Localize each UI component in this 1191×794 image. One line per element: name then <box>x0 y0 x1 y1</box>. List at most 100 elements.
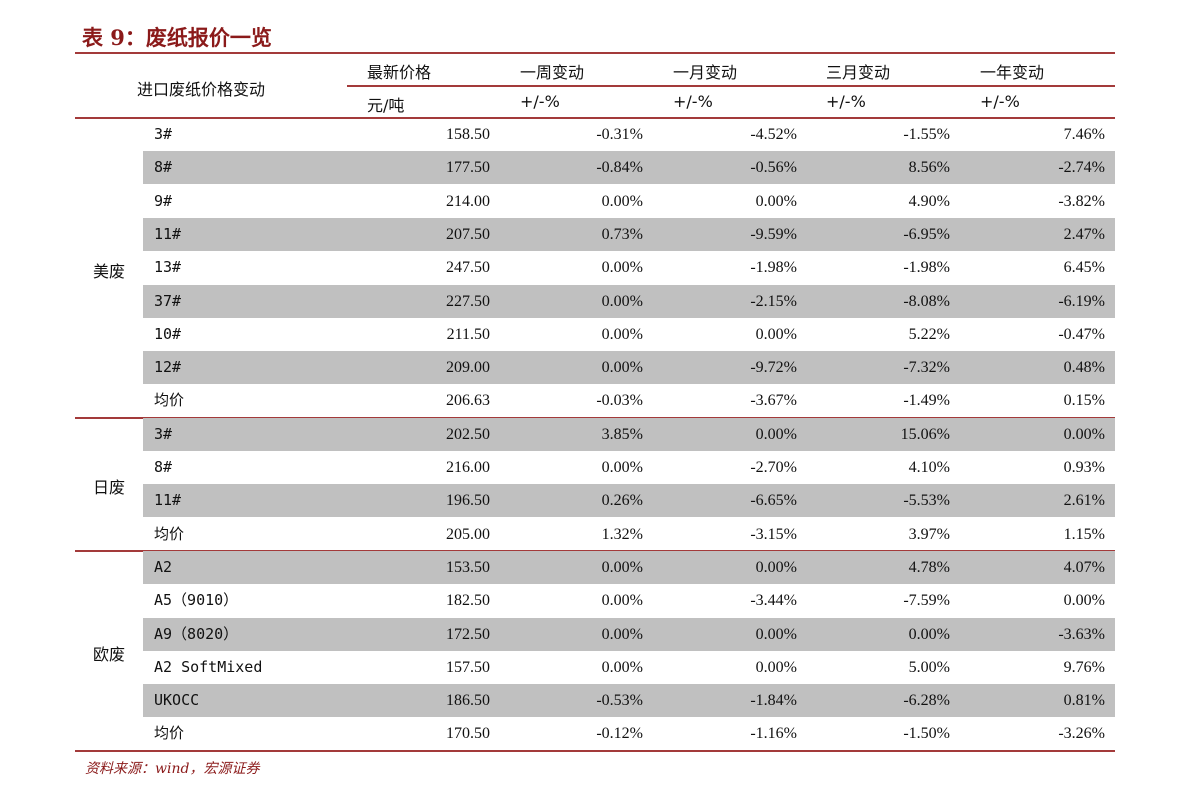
year-change: -6.19% <box>1058 292 1105 310</box>
grade-name: A2 <box>154 557 173 576</box>
week-change: 1.32% <box>601 525 643 543</box>
year-change: -2.74% <box>1058 159 1105 177</box>
quarter-change: 4.78% <box>908 558 950 576</box>
grade-name: 3# <box>154 424 173 443</box>
grade-name: 12# <box>154 358 182 377</box>
column-header: 一周变动 <box>520 63 585 82</box>
column-unit: 元/吨 <box>367 96 405 115</box>
week-change: -0.12% <box>596 725 643 743</box>
latest-price: 216.00 <box>446 459 490 476</box>
quarter-change: 5.22% <box>908 325 950 343</box>
month-change: -3.44% <box>750 592 797 610</box>
grade-name: 8# <box>154 158 173 177</box>
month-change: -1.98% <box>750 259 797 277</box>
source-note: 资料来源：wind，宏源证券 <box>85 761 260 777</box>
latest-price: 211.50 <box>446 325 490 343</box>
latest-price: 227.50 <box>446 292 490 310</box>
latest-price: 209.00 <box>446 359 490 377</box>
grade-name: 均价 <box>154 724 185 743</box>
table-row: A9（8020） 172.50 0.00% 0.00% 0.00% -3.63% <box>143 617 1115 651</box>
week-change: 0.00% <box>601 625 643 643</box>
month-change: 0.00% <box>755 625 797 643</box>
year-change: 0.48% <box>1063 359 1105 377</box>
quarter-change: -1.49% <box>903 392 950 410</box>
grade-name: 3# <box>154 125 173 143</box>
quarter-change: -6.28% <box>903 692 950 710</box>
quarter-change: 5.00% <box>908 658 950 676</box>
month-change: -1.16% <box>750 725 797 743</box>
year-change: -3.26% <box>1058 725 1105 743</box>
month-change: -3.15% <box>750 525 797 543</box>
column-unit: +/-% <box>826 92 866 111</box>
column-unit: +/-% <box>520 92 560 111</box>
week-change: 3.85% <box>601 425 643 443</box>
week-change: -0.53% <box>596 692 643 710</box>
table-row: A2 SoftMixed 157.50 0.00% 0.00% 5.00% 9.76% <box>143 651 1115 684</box>
week-change: 0.00% <box>601 292 643 310</box>
month-change: -3.67% <box>750 392 797 410</box>
table-row: A2 153.50 0.00% 0.00% 4.78% 4.07% <box>143 550 1115 584</box>
year-change: -3.82% <box>1058 192 1105 210</box>
latest-price: 207.50 <box>446 225 490 243</box>
week-change: 0.00% <box>601 325 643 343</box>
month-change: 0.00% <box>755 658 797 676</box>
table-row: 13# 247.50 0.00% -1.98% -1.98% 6.45% <box>143 251 1115 284</box>
month-change: 0.00% <box>755 558 797 576</box>
quarter-change: -1.55% <box>903 126 950 143</box>
group-label: 欧废 <box>92 644 125 664</box>
month-change: 0.00% <box>755 425 797 443</box>
quarter-change: 0.00% <box>908 625 950 643</box>
latest-price: 202.50 <box>446 425 490 443</box>
year-change: 9.76% <box>1063 658 1105 676</box>
group-label: 日废 <box>92 478 125 498</box>
year-change: 1.15% <box>1063 525 1105 543</box>
grade-name: A5（9010） <box>154 591 239 610</box>
quarter-change: 3.97% <box>908 525 950 543</box>
table-row: 11# 207.50 0.73% -9.59% -6.95% 2.47% <box>143 217 1115 251</box>
year-change: 0.15% <box>1063 392 1105 410</box>
month-change: -4.52% <box>750 126 797 143</box>
grade-name: A2 SoftMixed <box>154 657 263 676</box>
row-header-label: 进口废纸价格变动 <box>137 80 266 99</box>
week-change: 0.00% <box>601 459 643 476</box>
quarter-change: 4.90% <box>908 192 950 210</box>
month-change: -2.70% <box>750 459 797 476</box>
month-change: -2.15% <box>750 292 797 310</box>
year-change: 0.81% <box>1063 692 1105 710</box>
group-rule <box>75 749 1115 752</box>
week-change: 0.00% <box>601 558 643 576</box>
quarter-change: -8.08% <box>903 292 950 310</box>
latest-price: 247.50 <box>446 259 490 277</box>
quarter-change: -6.95% <box>903 225 950 243</box>
grade-name: A9（8020） <box>154 624 239 643</box>
table-row: 10# 211.50 0.00% 0.00% 5.22% -0.47% <box>143 318 1115 351</box>
header-bottom-rule <box>75 117 1115 119</box>
table-row: 3# 158.50 -0.31% -4.52% -1.55% 7.46% <box>143 118 1115 151</box>
latest-price: 158.50 <box>446 126 490 143</box>
week-change: 0.00% <box>601 592 643 610</box>
week-change: 0.00% <box>601 259 643 277</box>
table-row: 均价 205.00 1.32% -3.15% 3.97% 1.15% <box>143 518 1115 551</box>
table-row: 3# 202.50 3.85% 0.00% 15.06% 0.00% <box>143 417 1115 451</box>
table-row: 11# 196.50 0.26% -6.65% -5.53% 2.61% <box>143 484 1115 518</box>
quarter-change: -5.53% <box>903 492 950 510</box>
month-change: -1.84% <box>750 692 797 710</box>
latest-price: 205.00 <box>446 525 490 543</box>
week-change: 0.73% <box>601 225 643 243</box>
year-change: 0.93% <box>1063 459 1105 476</box>
quarter-change: -7.32% <box>903 359 950 377</box>
group-label: 美废 <box>92 261 125 281</box>
year-change: 4.07% <box>1063 558 1105 576</box>
column-header: 三月变动 <box>826 63 891 82</box>
grade-name: UKOCC <box>154 691 200 710</box>
year-change: 6.45% <box>1063 259 1105 277</box>
latest-price: 186.50 <box>446 692 490 710</box>
grade-name: 10# <box>154 324 182 343</box>
month-change: -9.59% <box>750 225 797 243</box>
grade-name: 9# <box>154 191 173 210</box>
latest-price: 206.63 <box>446 392 490 410</box>
table-row: 均价 170.50 -0.12% -1.16% -1.50% -3.26% <box>143 717 1115 750</box>
year-change: 2.47% <box>1063 225 1105 243</box>
grade-name: 均价 <box>154 524 185 543</box>
table-row: 8# 216.00 0.00% -2.70% 4.10% 0.93% <box>143 451 1115 484</box>
